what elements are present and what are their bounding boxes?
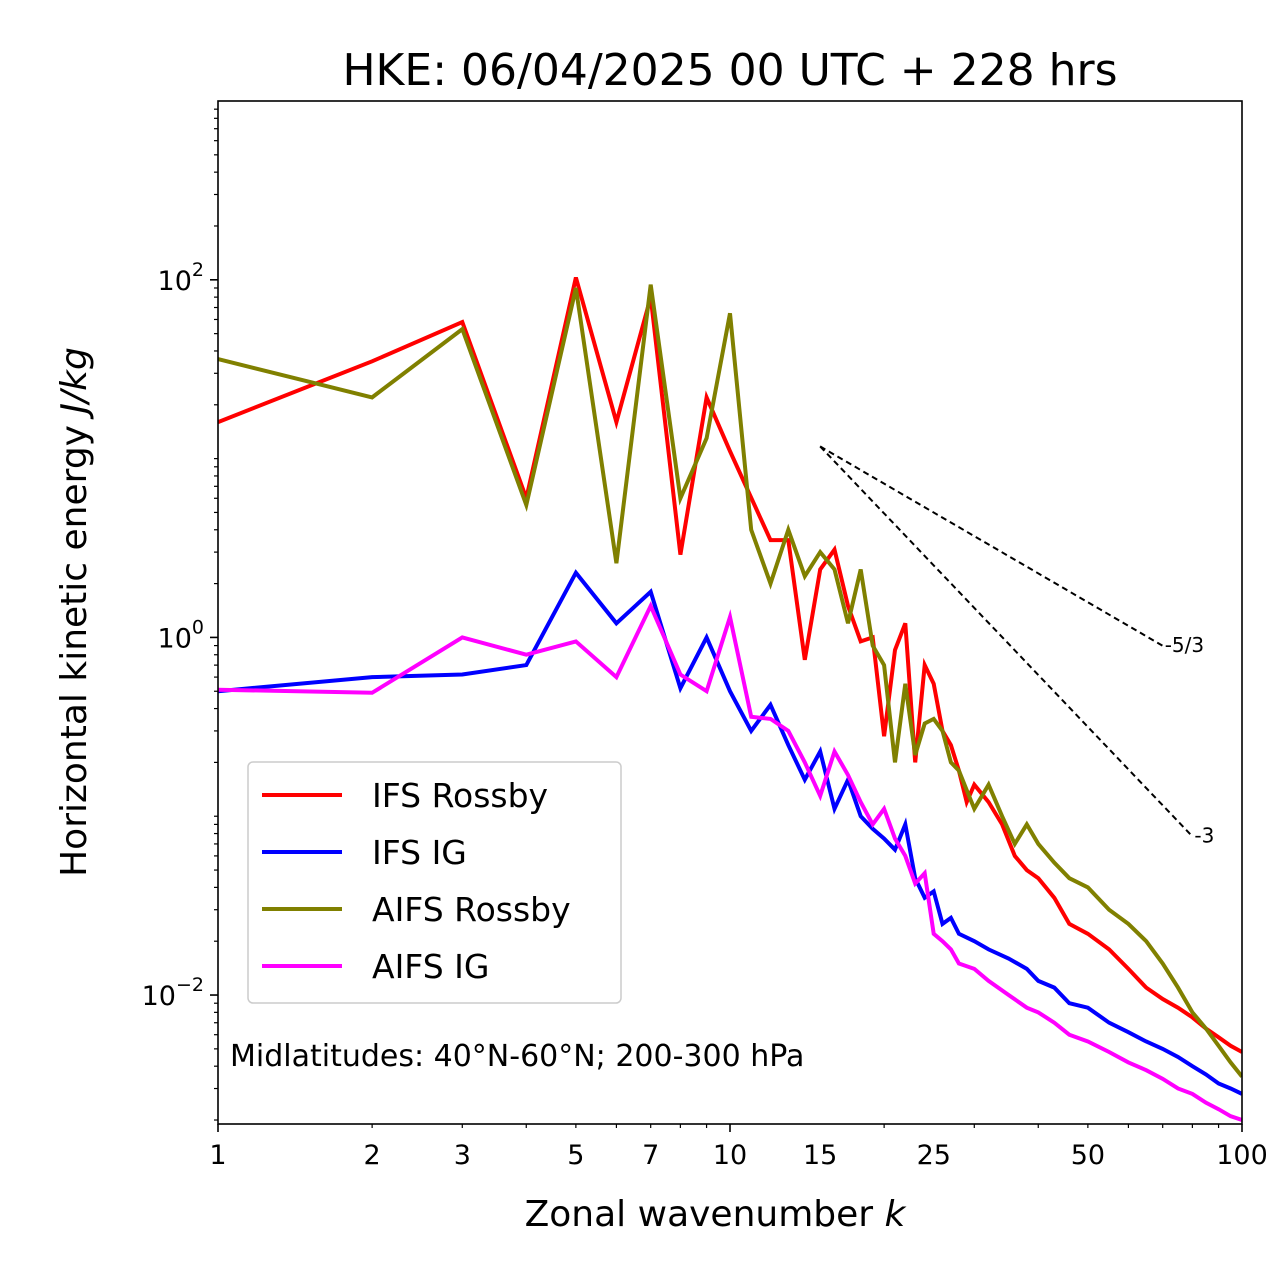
x-tick-label: 25 [917, 1140, 951, 1171]
y-axis-label: Horizontal kinetic energy J/kg [54, 347, 95, 877]
x-tick-label: 2 [364, 1140, 381, 1171]
reference-slopes: -5/3 -3 [819, 445, 1214, 847]
legend: IFS Rossby IFS IG AIFS Rossby AIFS IG [247, 761, 622, 1004]
x-axis-ticks: 1 2 3 5 7 10 15 25 50 100 [209, 1124, 1268, 1171]
y-tick-label: 102 [158, 259, 204, 297]
y-tick-label: 100 [158, 616, 204, 654]
series-line-aifs-ig [218, 601, 1242, 1122]
legend-label-ifs-ig: IFS IG [372, 833, 467, 872]
reference-slope-line [819, 445, 1164, 647]
legend-label-ifs-rossby: IFS Rossby [372, 776, 548, 815]
y-tick-label: 10−2 [142, 974, 204, 1012]
series-layer [218, 276, 1242, 1122]
y-axis-ticks: 102 100 10−2 [142, 108, 218, 1121]
reference-slope-label: -3 [1194, 823, 1214, 847]
x-tick-label: 3 [454, 1140, 471, 1171]
series-line-ifs-ig [218, 569, 1242, 1096]
x-axis-label-text: Zonal wavenumber [525, 1194, 874, 1235]
x-tick-label: 100 [1216, 1140, 1268, 1171]
x-tick-label: 5 [567, 1140, 584, 1171]
y-axis-label-unit: J/kg [54, 347, 95, 419]
x-axis-label-var: k [885, 1194, 908, 1235]
reference-slope-label: -5/3 [1165, 633, 1204, 657]
x-tick-label: 10 [713, 1140, 747, 1171]
series-line-ifs-rossby [218, 276, 1242, 1054]
legend-box [247, 761, 622, 1004]
x-tick-label: 15 [803, 1140, 837, 1171]
series-line-aifs-rossby [218, 284, 1242, 1078]
x-tick-label: 7 [642, 1140, 659, 1171]
region-annotation: Midlatitudes: 40°N-60°N; 200-300 hPa [230, 1039, 804, 1074]
legend-label-aifs-rossby: AIFS Rossby [372, 890, 571, 929]
legend-label-aifs-ig: AIFS IG [372, 947, 489, 986]
x-tick-label: 50 [1071, 1140, 1105, 1171]
chart-title: HKE: 06/04/2025 00 UTC + 228 hrs [342, 45, 1117, 96]
x-tick-label: 1 [209, 1140, 226, 1171]
x-axis-label: Zonal wavenumber k [525, 1194, 908, 1235]
y-axis-label-text: Horizontal kinetic energy [54, 425, 95, 877]
